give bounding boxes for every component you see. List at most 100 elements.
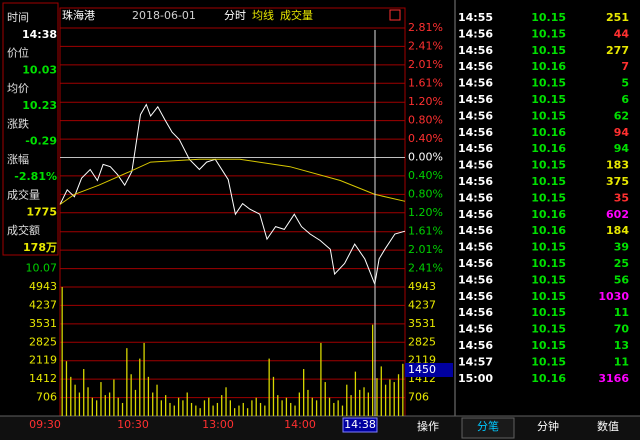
volume-bar: [199, 408, 201, 416]
volume-bar: [160, 400, 162, 416]
tick-volume: 94: [614, 126, 630, 139]
volume-bar: [139, 358, 141, 416]
tick-time: 14:56: [458, 208, 493, 221]
volume-bar: [169, 402, 171, 416]
volume-bar: [337, 400, 339, 416]
tick-volume: 1030: [598, 290, 629, 303]
tick-volume: 602: [606, 208, 629, 221]
tick-time: 14:56: [458, 273, 493, 286]
tick-time: 14:56: [458, 175, 493, 188]
header-avg: 均线: [252, 8, 274, 22]
tab[interactable]: 数值: [597, 420, 619, 433]
tick-price: 10.15: [531, 306, 566, 319]
volume-bar: [195, 405, 197, 416]
info-value: -2.81%: [14, 170, 57, 183]
tick-volume: 94: [614, 142, 630, 155]
tick-volume: 277: [606, 44, 629, 57]
volume-bar: [156, 384, 158, 416]
x-tick-label: 13:00: [202, 418, 234, 431]
volume-bar: [238, 405, 240, 416]
vol-tick-label-left: 706: [36, 391, 57, 404]
volume-bar: [307, 389, 309, 416]
cursor-volume: 1450: [408, 363, 436, 376]
volume-bar: [277, 395, 279, 416]
status-bar: [0, 416, 640, 440]
tick-volume: 25: [614, 257, 629, 270]
tick-volume: 7: [621, 60, 629, 73]
volume-bar: [104, 395, 106, 416]
volume-bar: [173, 405, 175, 416]
volume-bar: [380, 366, 382, 416]
tick-time: 14:56: [458, 159, 493, 172]
vol-tick-label-left: 3531: [29, 317, 57, 330]
volume-bar: [393, 382, 395, 416]
y-tick-label: 1.20%: [408, 95, 443, 108]
tick-volume: 6: [621, 93, 629, 106]
y-tick-label: 2.01%: [408, 58, 443, 71]
volume-bar: [251, 400, 253, 416]
info-value: -0.29: [25, 135, 57, 148]
tab[interactable]: 分笔: [477, 419, 499, 433]
tick-time: 14:56: [458, 44, 493, 57]
volume-bar: [264, 405, 266, 416]
volume-bar: [203, 400, 206, 416]
tick-price: 10.16: [531, 60, 566, 73]
tick-price: 10.15: [531, 27, 566, 40]
tab[interactable]: 分钟: [537, 419, 559, 433]
tick-volume: 56: [614, 273, 630, 286]
volume-bar: [346, 384, 348, 416]
tick-volume: 375: [606, 175, 629, 188]
tick-price: 10.15: [531, 77, 566, 90]
tick-time: 14:56: [458, 306, 493, 319]
tick-time: 14:56: [458, 77, 493, 90]
tick-price: 10.15: [531, 355, 566, 368]
volume-bar: [367, 392, 369, 416]
y-tick-label: 0.00%: [408, 151, 443, 164]
tick-volume: 39: [614, 241, 629, 254]
info-value: 10.03: [22, 64, 57, 77]
tick-volume: 5: [621, 77, 629, 90]
info-value: 10.23: [22, 99, 57, 112]
tick-volume: 184: [606, 224, 629, 237]
volume-bar: [272, 376, 275, 416]
volume-bar: [363, 387, 365, 416]
volume-bar: [177, 397, 180, 416]
volume-bar: [229, 400, 231, 416]
volume-bar: [91, 397, 93, 416]
y-tick-label: 1.61%: [408, 76, 443, 89]
volume-bar: [376, 378, 378, 416]
volume-bar: [285, 397, 288, 416]
price-line: [59, 103, 406, 287]
tab-active[interactable]: [461, 417, 515, 439]
volume-bar: [281, 400, 283, 416]
tab[interactable]: 操作: [417, 419, 439, 433]
tick-time: 14:56: [458, 142, 493, 155]
tick-volume: 44: [614, 27, 630, 40]
x-tick-label: 14:00: [284, 418, 316, 431]
volume-bar: [208, 397, 210, 416]
y-tick-label: 2.81%: [408, 21, 443, 34]
cursor-time: 14:38: [344, 418, 376, 431]
tick-time: 14:56: [458, 191, 493, 204]
volume-bar: [147, 376, 150, 416]
info-label: 涨跌: [7, 117, 29, 131]
volume-bar: [61, 287, 63, 416]
vol-tick-label-left: 2119: [29, 354, 57, 367]
tick-price: 10.15: [531, 159, 566, 172]
volume-bar: [121, 402, 124, 416]
tick-price: 10.15: [531, 109, 566, 122]
volume-bar: [359, 389, 361, 416]
average-line: [59, 158, 406, 205]
volume-bar: [402, 363, 404, 416]
vol-tick-label-left: 4943: [29, 280, 57, 293]
volume-bar: [113, 379, 115, 416]
tick-time: 14:56: [458, 27, 493, 40]
tick-volume: 11: [614, 355, 629, 368]
tick-volume: 251: [606, 11, 629, 24]
volume-bar: [96, 400, 98, 416]
volume-bar: [259, 402, 262, 416]
info-label: 成交额: [7, 223, 40, 237]
y-tick-label: 2.01%: [408, 243, 443, 256]
tick-volume: 13: [614, 339, 629, 352]
